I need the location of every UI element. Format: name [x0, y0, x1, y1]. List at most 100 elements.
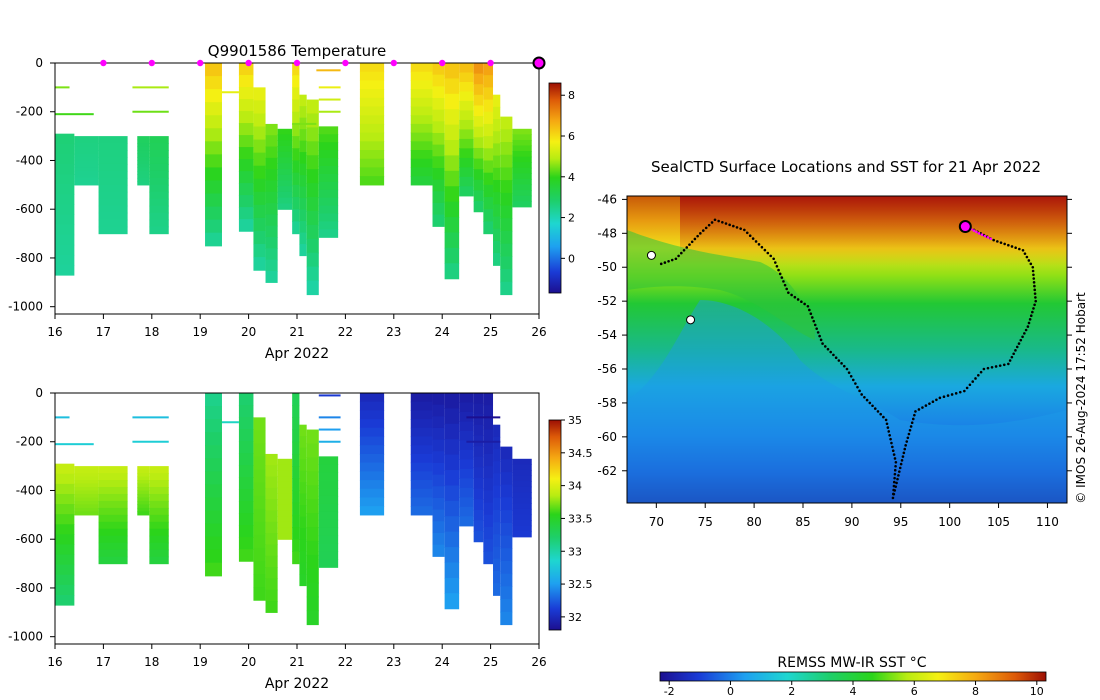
profile-cell: [473, 116, 484, 128]
profile-cell: [299, 106, 307, 119]
fragment-line: [221, 91, 239, 94]
map-y-tick-label: -60: [597, 430, 617, 444]
profile-cell: [277, 128, 293, 136]
profile-cell: [55, 254, 75, 266]
profile-cell: [55, 244, 75, 256]
profile-cell: [500, 510, 513, 524]
imos-credit: © IMOS 26-Aug-2024 17:52 Hobart: [1074, 292, 1088, 504]
profile-cell: [306, 429, 319, 445]
profile-cell: [493, 522, 501, 535]
profile-cell: [292, 490, 300, 504]
profile-cell: [205, 432, 222, 446]
track-point: [808, 308, 811, 312]
profile-cell: [205, 154, 222, 169]
profile-cell: [444, 263, 460, 280]
profile-cell: [493, 449, 501, 462]
profile-cell: [410, 401, 433, 412]
profile-cell: [292, 111, 300, 125]
profile-cell: [483, 514, 494, 528]
profile-cell: [205, 193, 222, 208]
profile-cell: [359, 63, 385, 73]
profile-cell: [253, 495, 266, 510]
profile-cell: [432, 427, 445, 441]
profile-cell: [299, 436, 307, 449]
profile-cell: [459, 516, 474, 527]
profile-cell: [74, 473, 99, 478]
profile-cell: [318, 519, 339, 529]
x-tick-label: 21: [289, 325, 304, 339]
profile-cell: [277, 146, 293, 153]
profile-cell: [98, 177, 128, 186]
track-point: [974, 377, 977, 380]
profile-cell: [292, 527, 300, 540]
track-point: [1033, 284, 1036, 288]
track-point: [1017, 342, 1021, 345]
salinity-x-ticks: 16 17 18 19 20 21 22 23 24 25 26: [47, 644, 547, 669]
profile-cell: [299, 447, 307, 460]
track-point: [717, 219, 720, 223]
profile-cell: [205, 497, 222, 512]
profile-cell: [306, 224, 319, 240]
profile-cell: [137, 473, 150, 478]
profile-cell: [359, 132, 385, 142]
profile-cell: [265, 237, 278, 249]
profile-cell: [265, 499, 278, 512]
profile-cell: [432, 393, 445, 406]
track-point: [1025, 255, 1029, 259]
profile-cell: [444, 232, 460, 249]
profile-cell: [473, 424, 484, 437]
profile-cell: [410, 488, 433, 499]
profile-cell: [432, 451, 445, 464]
profile-cell: [512, 184, 532, 191]
profile-cell: [500, 205, 513, 219]
track-point: [790, 293, 793, 297]
profile-cell: [512, 486, 532, 493]
profile-cell: [500, 599, 513, 613]
profile-cell: [137, 511, 150, 516]
fragment-line: [132, 110, 169, 113]
profile-cell: [306, 238, 319, 254]
profile-cell: [292, 453, 300, 467]
fragment-line: [221, 421, 239, 424]
profile-cell: [149, 466, 169, 474]
temperature-panel: Q9901586 Temperature 16 17 18 19 20 21 22 23 24 2…: [8, 42, 575, 362]
colorbar-tick-label: 34.5: [568, 447, 593, 460]
profile-cell: [459, 167, 474, 178]
profile-cell: [98, 466, 128, 474]
salinity-fragments: [55, 394, 501, 446]
profile-cell: [359, 115, 385, 125]
profile-cell: [359, 471, 385, 481]
x-tick-label: 22: [338, 325, 353, 339]
track-point: [685, 246, 689, 249]
profile-cell: [238, 63, 254, 76]
profile-cell: [238, 99, 254, 112]
profile-cell: [292, 197, 300, 210]
surface-marker: [487, 59, 494, 67]
profile-cell: [265, 567, 278, 579]
profile-cell: [74, 167, 99, 172]
temperature-data: [55, 63, 532, 296]
profile-cell: [253, 534, 266, 549]
profile-cell: [205, 102, 222, 116]
profile-cell: [265, 123, 278, 136]
track-point: [766, 251, 770, 255]
profile-cell: [205, 180, 222, 195]
profile-cell: [55, 153, 75, 165]
profile-cell: [500, 142, 513, 156]
track-point: [690, 240, 694, 244]
fragment-line: [318, 86, 341, 89]
profile-cell: [493, 216, 501, 230]
profile-cell: [265, 453, 278, 466]
track-point: [743, 228, 746, 232]
track-point: [1007, 362, 1010, 366]
profile-cell: [253, 574, 266, 588]
track-point: [889, 437, 892, 441]
y-tick-label: -800: [16, 251, 43, 265]
profile-cell: [205, 471, 222, 485]
profile-cell: [512, 201, 532, 208]
profile-cell: [265, 521, 278, 534]
profile-cell: [459, 63, 474, 74]
profile-cell: [306, 169, 319, 184]
profile-cell: [512, 525, 532, 532]
map-y-tick-label: -46: [597, 192, 617, 206]
